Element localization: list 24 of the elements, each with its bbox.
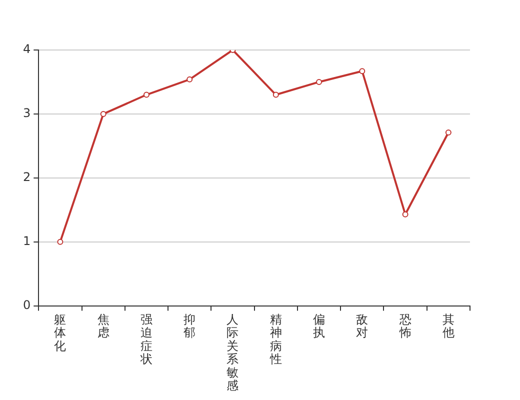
x-tick-label: 偏执 xyxy=(313,312,326,340)
x-tick-label: 人际关系敏感 xyxy=(226,312,239,393)
y-tick-label: 1 xyxy=(22,234,31,248)
y-tick-label: 4 xyxy=(22,42,31,56)
x-tick-label: 恐怖 xyxy=(398,312,412,340)
y-tick-label: 2 xyxy=(22,170,31,184)
point xyxy=(143,92,150,98)
point xyxy=(402,211,408,218)
point xyxy=(359,68,366,74)
x-tick-label: 抑郁 xyxy=(184,312,196,340)
x-tick-label: 精神病性 xyxy=(268,312,282,366)
y-tick-label: 0 xyxy=(22,298,31,312)
point xyxy=(272,92,279,98)
point xyxy=(100,110,106,117)
point xyxy=(57,238,64,245)
point xyxy=(445,129,452,136)
point xyxy=(186,76,193,82)
x-tick-label: 其他 xyxy=(442,312,454,340)
x-tick-label: 焦虑 xyxy=(97,312,110,340)
y-tick-label: 3 xyxy=(22,106,31,120)
x-tick-label: 躯体化 xyxy=(54,312,66,353)
x-tick-label: 敌对 xyxy=(356,312,368,340)
x-tick-label: 强迫症状 xyxy=(139,312,152,366)
point xyxy=(316,78,322,85)
